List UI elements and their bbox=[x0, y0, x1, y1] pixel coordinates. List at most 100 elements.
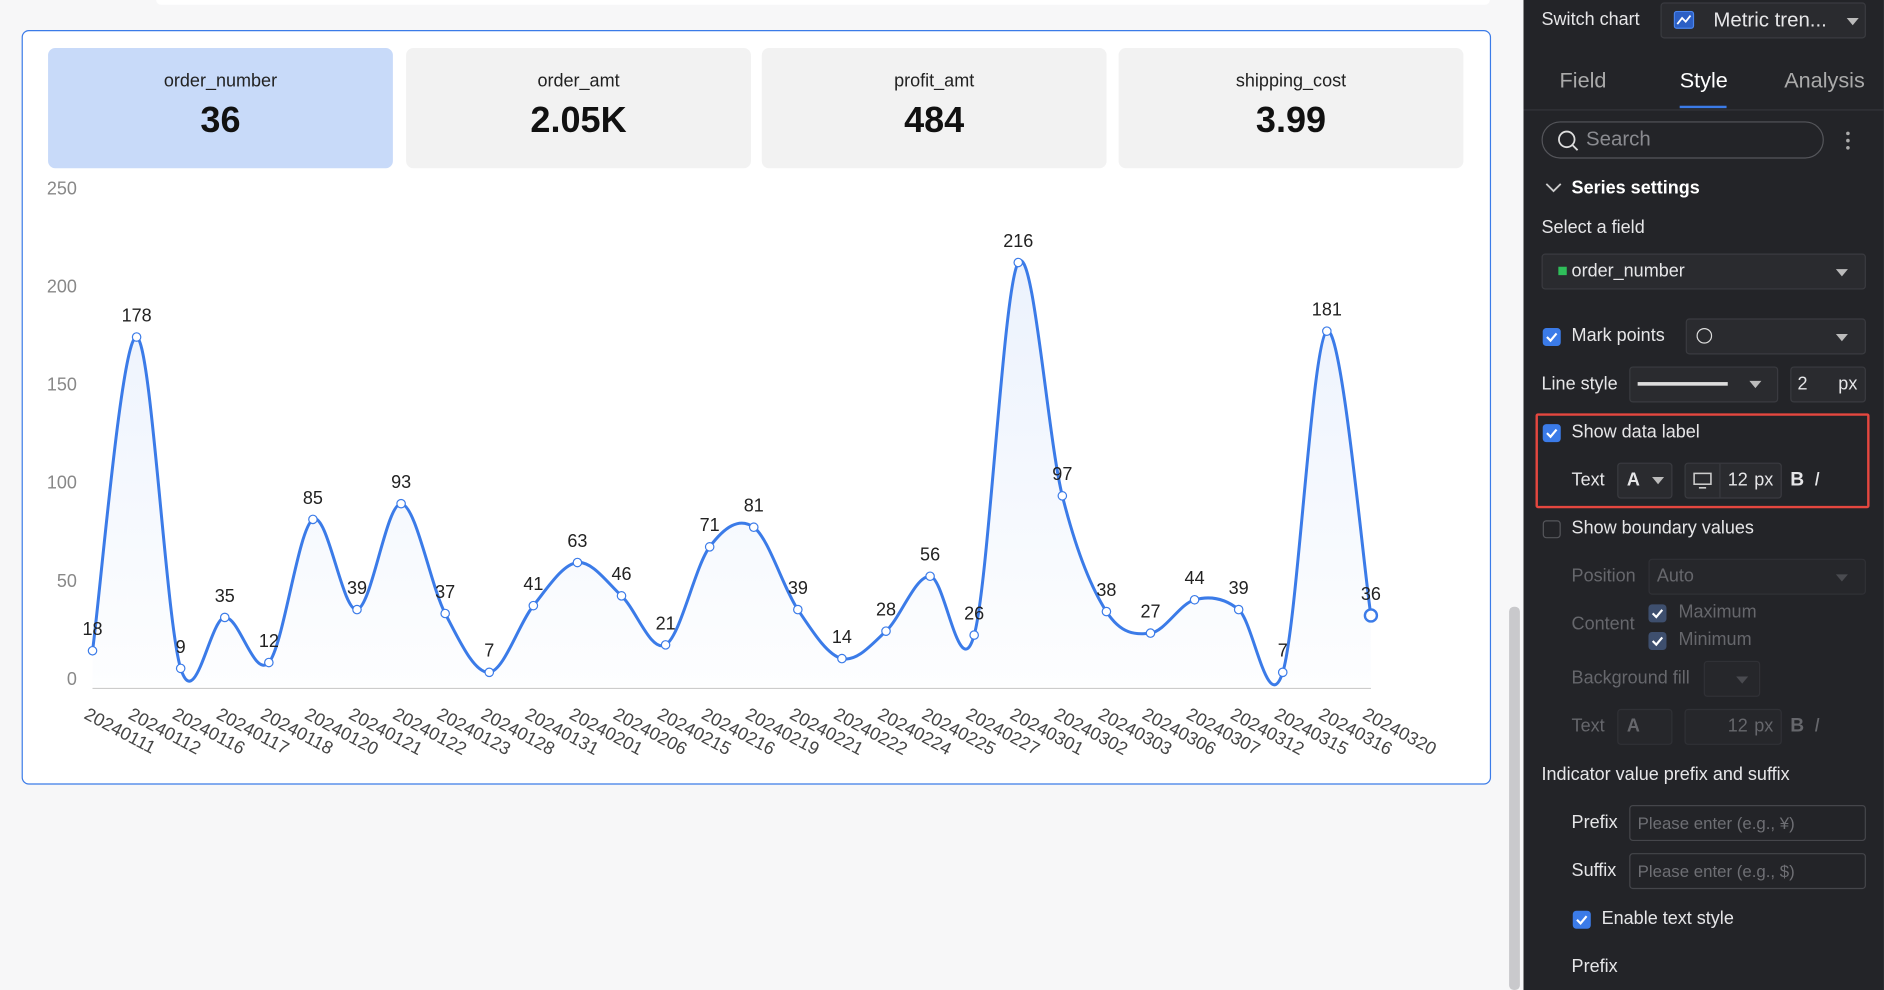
more-icon[interactable] bbox=[1843, 129, 1853, 153]
italic-toggle: I bbox=[1814, 716, 1820, 737]
metric-label: shipping_cost bbox=[1235, 70, 1347, 92]
divider bbox=[1523, 109, 1884, 111]
point bbox=[175, 663, 186, 674]
point bbox=[1322, 326, 1332, 336]
device-icon bbox=[1693, 472, 1712, 489]
point bbox=[528, 600, 539, 611]
data-label: 46 bbox=[611, 564, 631, 584]
label: Text bbox=[1571, 716, 1605, 737]
data-label: 44 bbox=[1185, 568, 1205, 588]
suffix-input[interactable] bbox=[1629, 853, 1866, 890]
point bbox=[1145, 628, 1156, 638]
point bbox=[793, 604, 803, 615]
label: Maximum bbox=[1678, 601, 1757, 623]
marker-select[interactable] bbox=[1685, 318, 1866, 355]
checkbox-checked[interactable] bbox=[1542, 424, 1561, 443]
area bbox=[92, 260, 1371, 687]
caret bbox=[1835, 269, 1848, 277]
data-label: 71 bbox=[700, 515, 720, 535]
point bbox=[219, 612, 230, 623]
point bbox=[1057, 491, 1068, 501]
chevron[interactable] bbox=[1545, 180, 1562, 194]
data-label: 35 bbox=[215, 586, 235, 606]
point bbox=[440, 608, 450, 619]
metric-card[interactable]: shipping_cost 3.99 bbox=[1118, 48, 1464, 169]
data-label: 216 bbox=[1003, 231, 1033, 251]
font-color: A bbox=[1626, 469, 1640, 491]
tab[interactable]: Field bbox=[1559, 68, 1607, 93]
position-select bbox=[1648, 558, 1866, 595]
tab-active[interactable]: Style bbox=[1679, 68, 1728, 93]
point bbox=[881, 626, 891, 636]
label: Enable text style bbox=[1601, 908, 1734, 929]
top-panel-edge bbox=[156, 0, 1490, 5]
label: Position bbox=[1571, 565, 1636, 587]
label: Select a field bbox=[1541, 217, 1645, 238]
checkbox[interactable] bbox=[1542, 520, 1561, 539]
label: Content bbox=[1571, 613, 1635, 635]
line-sample bbox=[1637, 382, 1728, 386]
check bbox=[1576, 915, 1588, 925]
data-label: 181 bbox=[1312, 300, 1342, 320]
data-label: 81 bbox=[744, 496, 764, 516]
check bbox=[1651, 636, 1664, 647]
data-label: 7 bbox=[1278, 641, 1288, 661]
highlight-box bbox=[1535, 413, 1870, 509]
point bbox=[1233, 604, 1244, 615]
data-label: 85 bbox=[303, 488, 323, 508]
chart-type-select[interactable] bbox=[1660, 2, 1866, 39]
input-value: 12 bbox=[1727, 469, 1748, 491]
search-box[interactable] bbox=[1541, 121, 1824, 159]
metric-card[interactable]: order_number 36 bbox=[48, 48, 393, 169]
data-label: 18 bbox=[82, 619, 102, 639]
width-input[interactable] bbox=[1790, 366, 1866, 403]
y-tick-label: 0 bbox=[67, 669, 77, 689]
color-select[interactable] bbox=[1617, 462, 1673, 499]
metric-label: order_amt bbox=[537, 70, 620, 92]
scrollbar[interactable] bbox=[1509, 606, 1520, 990]
check bbox=[1546, 428, 1558, 439]
metric-value: 2.05K bbox=[530, 100, 627, 141]
metric-value: 36 bbox=[200, 100, 241, 141]
label: Prefix bbox=[1571, 812, 1618, 833]
caret bbox=[1835, 574, 1848, 582]
checkbox-checked[interactable] bbox=[1572, 910, 1591, 929]
bold-toggle: B bbox=[1790, 716, 1805, 737]
label: Switch chart bbox=[1541, 9, 1640, 31]
font-size-input bbox=[1684, 708, 1782, 745]
italic-toggle[interactable]: I bbox=[1814, 469, 1820, 491]
data-label: 26 bbox=[964, 603, 984, 623]
checkbox-disabled bbox=[1648, 631, 1667, 651]
unit: px bbox=[1754, 469, 1774, 491]
check bbox=[1651, 609, 1664, 619]
search-icon bbox=[1558, 130, 1579, 151]
select-value: order_number bbox=[1571, 260, 1685, 282]
label: Show boundary values bbox=[1571, 517, 1754, 539]
checkbox-checked[interactable] bbox=[1542, 328, 1561, 347]
data-label: 39 bbox=[347, 578, 367, 598]
metric-card[interactable]: order_amt 2.05K bbox=[406, 48, 751, 169]
data-label: 36 bbox=[1361, 584, 1381, 604]
point bbox=[396, 498, 406, 509]
metric-value: 484 bbox=[904, 100, 965, 141]
point bbox=[264, 657, 274, 668]
point bbox=[748, 522, 759, 533]
field-select[interactable] bbox=[1541, 253, 1866, 290]
y-tick-label: 100 bbox=[47, 473, 77, 493]
tab[interactable]: Analysis bbox=[1784, 68, 1865, 93]
checkbox-disabled bbox=[1648, 604, 1667, 623]
point bbox=[704, 542, 715, 552]
point bbox=[1189, 594, 1200, 605]
point bbox=[572, 557, 583, 568]
bold-toggle[interactable]: B bbox=[1790, 469, 1805, 491]
label: Prefix bbox=[1571, 956, 1618, 977]
metric-value: 3.99 bbox=[1255, 100, 1327, 141]
caret bbox=[1749, 380, 1762, 389]
point bbox=[87, 645, 98, 656]
input-value: 12 bbox=[1727, 716, 1748, 737]
data-label: 12 bbox=[259, 631, 279, 651]
metric-card[interactable]: profit_amt 484 bbox=[761, 48, 1107, 169]
prefix-input[interactable] bbox=[1629, 805, 1866, 842]
font-size-input[interactable] bbox=[1684, 462, 1782, 499]
